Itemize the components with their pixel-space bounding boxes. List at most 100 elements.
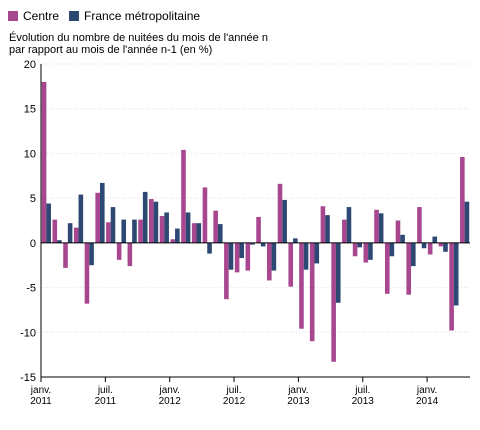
bar-centre (256, 216, 261, 243)
bar-france (142, 191, 148, 243)
bar-centre (84, 242, 90, 304)
legend: Centre France métropolitaine (8, 9, 210, 23)
bar-centre (73, 227, 79, 243)
bar-france (400, 234, 405, 243)
y-tick-label: -15 (20, 372, 36, 384)
bar-france (110, 207, 116, 243)
legend-item-centre: Centre (8, 9, 59, 23)
bar-centre (331, 242, 336, 362)
bar-centre (363, 242, 369, 263)
bar-france (228, 242, 234, 270)
bar-centre (342, 219, 347, 243)
bar-centre (116, 242, 122, 260)
bar-centre (395, 220, 401, 243)
bar-france (432, 236, 438, 243)
bar-centre (159, 216, 165, 243)
x-tick-label-month: janv. (287, 385, 308, 396)
bar-centre (384, 242, 390, 294)
bar-centre (320, 206, 326, 243)
bar-centre (374, 209, 379, 243)
chart-subtitle: Évolution du nombre de nuitées du mois d… (9, 32, 449, 56)
bar-centre (266, 242, 272, 281)
x-tick-label-year: 2012 (223, 396, 246, 407)
bar-france (185, 212, 191, 243)
x-tick-label-year: 2014 (416, 396, 439, 407)
bar-centre (213, 210, 218, 243)
bar-france (357, 242, 362, 248)
legend-label-centre: Centre (23, 9, 60, 23)
bar-france (325, 215, 330, 243)
bar-centre (191, 223, 197, 243)
bar-centre (309, 242, 315, 342)
bar-centre (106, 222, 111, 243)
y-tick-label: 0 (30, 238, 36, 250)
y-tick-label: 20 (24, 59, 36, 71)
bar-france (368, 242, 373, 260)
y-tick-label: -5 (26, 283, 36, 295)
bar-centre (41, 81, 47, 243)
x-tick-label-month: janv. (416, 385, 437, 396)
bar-france (67, 223, 73, 243)
bar-france (57, 240, 62, 243)
bar-france (132, 219, 137, 243)
bar-centre (277, 183, 283, 243)
bar-centre (460, 157, 465, 243)
bar-centre (170, 239, 176, 243)
x-tick-label-year: 2012 (159, 396, 182, 407)
bar-france (421, 242, 427, 249)
bar-centre (95, 192, 100, 243)
bar-france (260, 242, 266, 247)
bar-france (378, 213, 384, 243)
bar-france (293, 238, 298, 243)
bar-france (282, 199, 287, 243)
x-tick-label-year: 2013 (352, 396, 375, 407)
bar-centre (406, 242, 412, 295)
x-tick-label-month: juil. (226, 385, 242, 396)
bar-france (271, 242, 277, 271)
bar-centre (127, 242, 133, 267)
bar-centre (181, 149, 186, 243)
bar-france (389, 242, 395, 257)
bar-centre (449, 242, 454, 331)
bar-france (443, 242, 448, 252)
bar-france (239, 242, 245, 259)
x-tick-label-year: 2011 (30, 396, 52, 407)
x-tick-label-year: 2011 (95, 396, 117, 407)
x-tick-label-month: juil. (354, 385, 370, 396)
bar-centre (149, 199, 154, 243)
bar-france (464, 201, 470, 243)
x-tick-label-month: janv. (30, 385, 51, 396)
y-tick-label: 10 (24, 148, 36, 160)
bar-france (335, 242, 341, 303)
x-tick-label-month: juil. (97, 385, 113, 396)
bar-france (303, 242, 309, 270)
bar-centre (427, 242, 433, 255)
bar-centre (224, 242, 229, 300)
bar-centre (234, 242, 240, 273)
y-tick-label: 5 (30, 193, 36, 205)
bar-centre (352, 242, 358, 257)
bar-france (196, 223, 202, 243)
bar-france (46, 203, 51, 243)
bar-france (99, 182, 105, 243)
bar-france (164, 212, 169, 243)
subtitle-line-1: Évolution du nombre de nuitées du mois d… (9, 32, 268, 44)
legend-swatch-france (69, 11, 80, 21)
bar-france (175, 228, 180, 243)
legend-label-france: France métropolitaine (84, 9, 201, 23)
bar-france (153, 201, 159, 243)
bar-centre (438, 242, 444, 247)
bar-france (217, 224, 223, 243)
x-tick-label-month: janv. (159, 385, 180, 396)
y-tick-label: 15 (24, 104, 36, 116)
bar-france (314, 242, 320, 264)
bar-centre (288, 242, 294, 287)
bar-france (250, 242, 255, 245)
bar-centre (202, 187, 208, 243)
bar-france (453, 242, 459, 306)
bar-france (121, 219, 127, 243)
bar-france (78, 194, 84, 243)
bar-centre (138, 219, 143, 243)
bar-france (411, 242, 416, 267)
